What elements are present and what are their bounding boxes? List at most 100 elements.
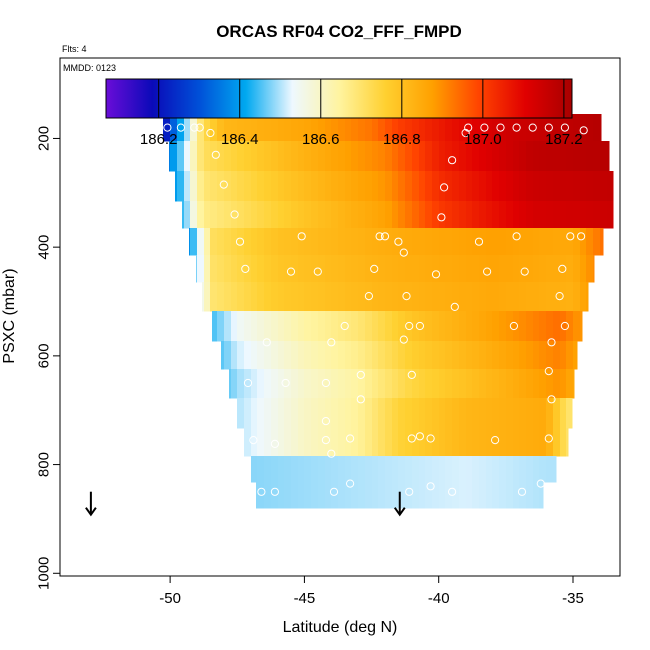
heatmap-cell	[405, 311, 413, 342]
heatmap-cell	[338, 428, 346, 457]
heatmap-cell	[351, 114, 359, 142]
heatmap-cell	[278, 141, 285, 172]
heatmap-cell	[405, 282, 413, 312]
heatmap-cell	[291, 228, 299, 256]
heatmap-cell	[224, 255, 232, 283]
heatmap-cell	[412, 311, 420, 342]
heatmap-cell	[419, 114, 426, 142]
heatmap-cell	[378, 228, 386, 256]
heatmap-cell	[499, 369, 507, 399]
heatmap-cell	[553, 311, 561, 342]
sample-marker	[577, 232, 586, 241]
heatmap-cell	[197, 255, 205, 283]
heatmap-cell	[197, 114, 205, 142]
heatmap-cell	[338, 311, 346, 342]
heatmap-cell	[425, 398, 433, 429]
heatmap-cell	[278, 341, 285, 370]
heatmap-cell	[392, 255, 399, 283]
heatmap-cell	[385, 201, 393, 229]
heatmap-cell	[566, 201, 574, 229]
heatmap-cell	[398, 456, 406, 483]
heatmap-cell	[553, 428, 561, 457]
heatmap-cell	[439, 255, 446, 283]
heatmap-cell	[412, 201, 420, 229]
heatmap-cell	[325, 456, 332, 483]
heatmap-cell	[284, 255, 292, 283]
heatmap-cell	[385, 171, 393, 202]
heatmap-cell	[190, 114, 198, 142]
heatmap-cell	[432, 114, 440, 142]
heatmap-cell	[304, 428, 312, 457]
heatmap-cell	[257, 282, 265, 312]
heatmap-cell	[486, 456, 493, 483]
heatmap-cell	[385, 341, 393, 370]
heatmap-cell	[311, 369, 319, 399]
heatmap-cell	[593, 141, 601, 172]
heatmap-cell	[385, 255, 393, 283]
sample-marker	[321, 436, 330, 445]
heatmap-cell	[365, 141, 373, 172]
heatmap-cell	[398, 171, 406, 202]
heatmap-cell	[251, 428, 258, 457]
heatmap-cell	[405, 341, 413, 370]
heatmap-cell	[237, 141, 245, 172]
heatmap-cell	[304, 171, 312, 202]
heatmap-cell	[479, 369, 487, 399]
heatmap-cell	[251, 228, 258, 256]
heatmap-cell	[432, 201, 440, 229]
sample-marker	[544, 367, 553, 376]
heatmap-cell	[358, 428, 366, 457]
heatmap-cell	[392, 311, 399, 342]
heatmap-cell	[284, 456, 292, 483]
heatmap-cell	[338, 369, 346, 399]
heatmap-cell	[425, 171, 433, 202]
heatmap-cell	[264, 228, 272, 256]
heatmap-cell	[264, 311, 272, 342]
heatmap-cell	[560, 228, 567, 256]
heatmap-cell	[445, 171, 453, 202]
heatmap-cell	[338, 482, 346, 509]
heatmap-cell	[412, 456, 420, 483]
heatmap-cell	[251, 171, 258, 202]
heatmap-cell	[372, 171, 379, 202]
heatmap-cell	[439, 341, 446, 370]
heatmap-cell	[170, 114, 178, 142]
heatmap-cell	[318, 369, 326, 399]
sample-marker	[440, 183, 449, 192]
heatmap-cell	[439, 369, 446, 399]
heatmap-cell	[419, 141, 426, 172]
heatmap-cell	[533, 398, 540, 429]
heatmap-cell	[385, 398, 393, 429]
heatmap-cell	[398, 114, 406, 142]
heatmap-cell	[439, 428, 446, 457]
sample-marker	[480, 123, 489, 132]
heatmap-cell	[526, 456, 534, 483]
heatmap-cell	[539, 456, 547, 483]
heatmap-cell	[432, 369, 440, 399]
heatmap-cell	[284, 171, 292, 202]
heatmap-cell	[325, 201, 332, 229]
heatmap-cell	[479, 171, 487, 202]
heatmap-cell	[224, 171, 232, 202]
heatmap-cell	[177, 141, 185, 172]
heatmap-cell	[358, 311, 366, 342]
heatmap-cell	[593, 114, 601, 142]
heatmap-cell	[358, 171, 366, 202]
heatmap-cell	[184, 141, 191, 172]
heatmap-cell	[318, 482, 326, 509]
y-axis-label: PSXC (mbar)	[1, 268, 18, 363]
heatmap-cell	[419, 171, 426, 202]
sample-marker	[327, 449, 336, 458]
heatmap-cell	[311, 141, 319, 172]
heatmap-cell	[224, 201, 232, 229]
heatmap-cell	[311, 228, 319, 256]
sample-marker	[407, 434, 416, 443]
heatmap-cell	[486, 201, 493, 229]
sample-marker	[281, 378, 290, 388]
heatmap-cell	[372, 141, 379, 172]
heatmap-cell	[459, 255, 467, 283]
sample-marker	[375, 232, 384, 241]
heatmap-cell	[492, 341, 500, 370]
heatmap-cell	[466, 341, 473, 370]
sample-marker	[346, 479, 355, 488]
